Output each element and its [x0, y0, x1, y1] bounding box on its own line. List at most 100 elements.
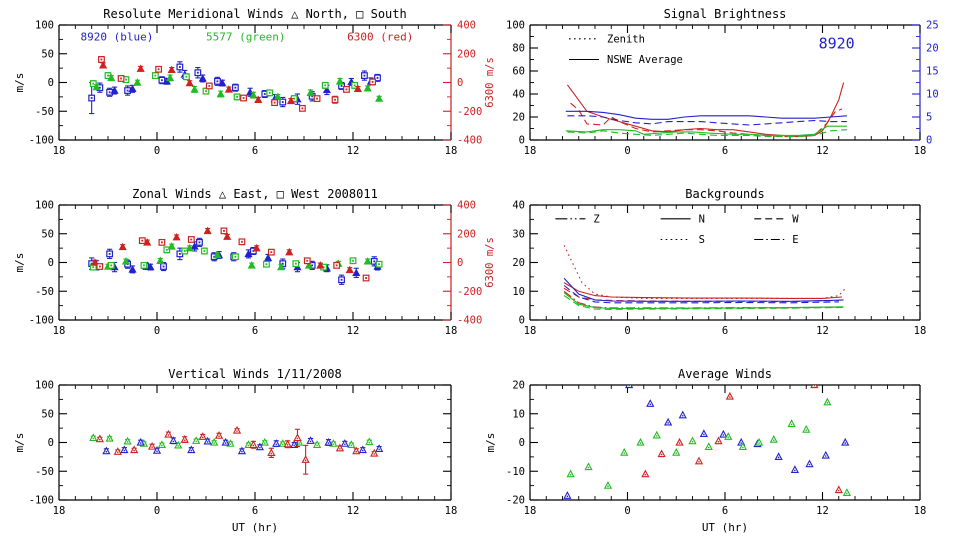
line-backgrounds-8920 N	[563, 277, 844, 302]
legend-label: Zenith	[607, 33, 645, 45]
x-tick-label: 12	[816, 325, 829, 337]
y-right-tick-label: 400	[457, 200, 476, 212]
x-tick-label: 18	[53, 505, 66, 517]
legend-label: NSWE Average	[607, 54, 683, 66]
x-tick-label: 12	[347, 145, 360, 157]
x-tick-label: 12	[816, 505, 829, 517]
y-tick-label: 40	[512, 200, 525, 212]
x-tick-label: 0	[624, 325, 630, 337]
y-tick-label: 0	[48, 257, 54, 269]
x-tick-label: 18	[445, 325, 458, 337]
y-right-tick-label: -400	[457, 315, 482, 327]
points-meridional-winds-8920	[88, 61, 381, 115]
x-tick-label: 0	[154, 145, 160, 157]
x-tick-label: 6	[252, 505, 258, 517]
y-tick-label: 0	[48, 77, 54, 89]
y-right-tick-label: 0	[457, 77, 463, 89]
x-tick-label: 18	[53, 325, 66, 337]
panel-vertical-winds: 18 0 6 12 18 UT (hr) 100 50 0 -50 -100 m/s Vertical …	[13, 367, 457, 534]
panel-meridional-winds: 18 0 6 12 18 100 50 0 -50 -100 m/s 400 200 0 -200 -400 6…	[13, 7, 496, 157]
legend-label: E	[792, 234, 798, 246]
title-backgrounds: Backgrounds	[685, 187, 764, 201]
y-tick-label: -50	[35, 286, 54, 298]
line-signal-brightness-8920 NSWE	[565, 110, 847, 120]
series-backgrounds	[563, 245, 846, 310]
points-meridional-winds-6300	[98, 56, 376, 112]
x-tick-label: 12	[816, 145, 829, 157]
y-tick-label: -100	[29, 135, 54, 147]
y-axis-title: m/s	[13, 73, 26, 93]
x-tick-label: 18	[53, 145, 66, 157]
y-tick-label: 50	[41, 228, 54, 240]
y-right-tick-label: 0	[926, 135, 932, 147]
line-backgrounds-6300 W	[563, 287, 839, 303]
line-backgrounds-8920 W	[563, 285, 839, 304]
x-tick-label: 18	[445, 145, 458, 157]
points-vertical-winds-6300	[95, 425, 379, 475]
y-tick-label: -100	[29, 315, 54, 327]
x-axis-zonal-winds: 18 0 6 12 18	[53, 205, 458, 337]
annotation-meridional-winds: 8920 (blue)	[81, 31, 154, 44]
y-right-axis-title: 6300 m/s	[484, 57, 496, 108]
y-tick-label: 100	[35, 200, 54, 212]
y-axis-title: m/s	[13, 253, 26, 273]
y-axis-right-signal-brightness: 25 20 15 10 5 0	[912, 20, 939, 147]
x-tick-label: 6	[252, 145, 258, 157]
y-right-tick-label: 15	[926, 66, 939, 78]
annotation-meridional-winds: 5577 (green)	[206, 31, 285, 44]
series-zonal-winds	[88, 226, 383, 285]
y-tick-label: 20	[512, 257, 525, 269]
y-right-tick-label: 0	[457, 257, 463, 269]
x-tick-label: 0	[624, 145, 630, 157]
title-signal-brightness: Signal Brightness	[664, 7, 787, 21]
y-right-tick-label: -200	[457, 106, 482, 118]
legend-label: Z	[593, 213, 599, 225]
y-tick-label: 0	[519, 315, 525, 327]
x-tick-label: 12	[347, 505, 360, 517]
y-tick-label: 40	[512, 89, 525, 101]
line-signal-brightness-5577 Zenith	[567, 129, 847, 138]
x-tick-label: 6	[722, 505, 728, 517]
y-tick-label: 20	[512, 112, 525, 124]
line-signal-brightness-6300 NSWE	[566, 82, 845, 138]
x-tick-label: 18	[914, 505, 927, 517]
x-tick-label: 6	[722, 145, 728, 157]
legend-label: N	[699, 213, 705, 225]
title-average-winds: Average Winds	[678, 367, 772, 381]
points-zonal-winds-6300	[90, 226, 370, 282]
y-tick-label: 100	[35, 380, 54, 392]
y-right-tick-label: -400	[457, 135, 482, 147]
title-meridional-winds: Resolute Meridional Winds △ North, □ Sou…	[103, 7, 406, 21]
y-tick-label: -50	[35, 466, 54, 478]
y-right-tick-label: 25	[926, 20, 939, 32]
series-signal-brightness	[565, 82, 847, 138]
y-axis-right-zonal-winds: 400 200 0 -200 -400 6300 m/s	[443, 200, 496, 327]
x-tick-label: 0	[154, 325, 160, 337]
y-tick-label: 10	[512, 408, 525, 420]
x-axis-vertical-winds: 18 0 6 12 18 UT (hr)	[53, 385, 457, 534]
x-tick-label: 6	[252, 325, 258, 337]
y-axis-left-zonal-winds: 100 50 0 -50 -100 m/s	[13, 200, 67, 327]
annotation-meridional-winds: 6300 (red)	[347, 31, 413, 44]
x-axis-meridional-winds: 18 0 6 12 18	[53, 25, 458, 157]
x-tick-label: 0	[154, 505, 160, 517]
line-backgrounds-6300 E	[563, 290, 839, 309]
y-tick-label: 0	[519, 135, 525, 147]
y-axis-title: m/s	[484, 433, 497, 453]
y-right-tick-label: -200	[457, 286, 482, 298]
y-right-tick-label: 5	[926, 112, 932, 124]
x-tick-label: 18	[524, 325, 537, 337]
y-axis-right-vertical-winds	[443, 384, 451, 501]
series-meridional-winds	[88, 56, 384, 115]
y-axis-right-backgrounds	[912, 204, 920, 321]
points-average-winds-5577	[566, 397, 851, 496]
legend-label: W	[792, 213, 799, 225]
title-vertical-winds: Vertical Winds 1/11/2008	[168, 367, 341, 381]
y-right-tick-label: 200	[457, 48, 476, 60]
line-backgrounds-6300 S	[563, 245, 846, 299]
y-tick-label: 0	[519, 437, 525, 449]
points-average-winds-8920	[563, 385, 850, 499]
legend-backgrounds: Z N W S E	[555, 213, 799, 246]
